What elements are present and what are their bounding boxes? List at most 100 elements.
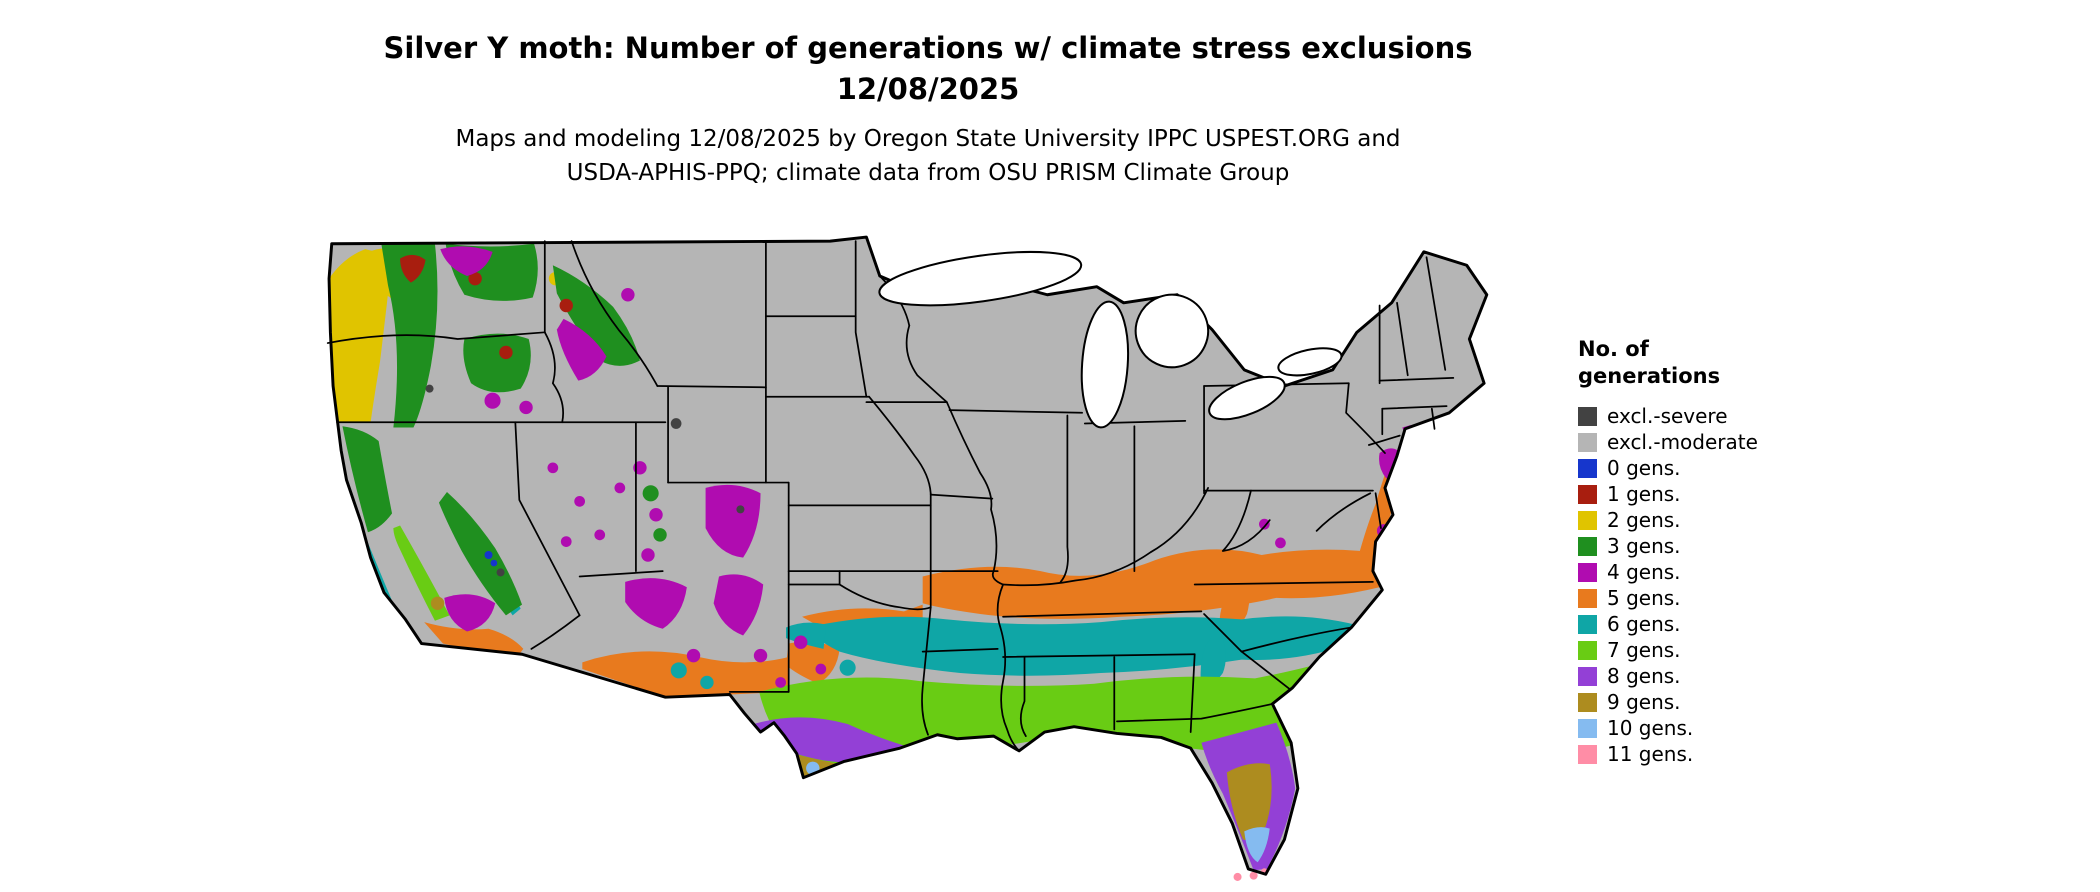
us-generations-map [317, 225, 1527, 885]
legend-item: 9 gens. [1578, 689, 1818, 715]
map-color-regions [329, 243, 1447, 871]
legend-item-label: 10 gens. [1607, 716, 1694, 740]
legend-item: 10 gens. [1578, 715, 1818, 741]
region-4-gens-central-idaho [556, 318, 607, 381]
legend-item-label: 0 gens. [1607, 456, 1681, 480]
region-5-gens-wtexas [785, 641, 840, 684]
region-11-gens-keys-dot [1249, 871, 1258, 880]
legend-item: 3 gens. [1578, 533, 1818, 559]
legend-item-label: 6 gens. [1607, 612, 1681, 636]
region-5-gens-oklahoma-fringe [802, 604, 923, 628]
region-excl-severe-dot [670, 418, 682, 429]
region-3-gens-sierra [438, 491, 523, 616]
region-6-gens-wtexas [785, 622, 827, 649]
region-4-gens-dot [560, 536, 572, 547]
region-6-gens-dot [700, 675, 714, 690]
great-lakes [878, 250, 1343, 429]
region-4-gens-colorado [705, 484, 761, 558]
region-4-gens-dot [484, 392, 501, 409]
legend-swatch [1578, 406, 1597, 426]
legend-item-label: 7 gens. [1607, 638, 1681, 662]
state-borders [326, 240, 1455, 752]
region-excl-severe-dot [496, 568, 505, 577]
legend-item: 4 gens. [1578, 559, 1818, 585]
title-line-2: 12/08/2025 [836, 72, 1020, 106]
legend-item: excl.-severe [1578, 403, 1818, 429]
legend-item: 1 gens. [1578, 481, 1818, 507]
region-6-gens-dot [839, 659, 856, 676]
lake-michigan [1080, 300, 1130, 429]
legend-item-label: 2 gens. [1607, 508, 1681, 532]
legend-swatch [1578, 562, 1597, 582]
region-5-gens-belt [922, 549, 1400, 619]
region-10-gens-sflorida [1244, 827, 1270, 863]
region-7-gens-belt [759, 656, 1344, 764]
region-3-gens-idaho [552, 265, 640, 366]
legend-title-line-2: generations [1578, 364, 1721, 388]
legend-item: 0 gens. [1578, 455, 1818, 481]
legend-swatch [1578, 536, 1597, 556]
region-3-gens-blue-mtns [463, 333, 531, 393]
legend-swatch [1578, 666, 1597, 686]
lake-superior [878, 250, 1083, 307]
region-3-gens-norcal [342, 426, 393, 533]
legend-item: 8 gens. [1578, 663, 1818, 689]
region-0-gens-dot [490, 559, 498, 567]
region-2-gens-pnw-coast [329, 249, 393, 423]
region-4-gens-dot [649, 508, 663, 522]
title-line-1: Silver Y moth: Number of generations w/ … [383, 31, 1473, 65]
legend-swatch [1578, 484, 1597, 504]
region-0-gens-dot [484, 550, 493, 560]
legend-item: 7 gens. [1578, 637, 1818, 663]
legend-item-label: excl.-severe [1607, 404, 1728, 428]
legend-item-label: 8 gens. [1607, 664, 1681, 688]
region-9-gens-dot [430, 596, 445, 610]
region-6-gens-dot [670, 662, 687, 679]
legend-swatch [1578, 640, 1597, 660]
legend-item: 5 gens. [1578, 585, 1818, 611]
subtitle-line-1: Maps and modeling 12/08/2025 by Oregon S… [455, 126, 1401, 152]
map-title: Silver Y moth: Number of generations w/ … [0, 28, 1856, 110]
region-4-gens-dot [686, 648, 701, 663]
legend-swatch [1578, 692, 1597, 712]
legend-item-label: 11 gens. [1607, 742, 1694, 766]
subtitle-line-2: USDA-APHIS-PPQ; climate data from OSU PR… [566, 160, 1290, 186]
region-4-gens-dot [815, 663, 827, 675]
lake-erie [1208, 375, 1286, 421]
legend-item-label: 3 gens. [1607, 534, 1681, 558]
legend-item-label: excl.-moderate [1607, 430, 1758, 454]
region-4-gens-dot [519, 400, 533, 415]
region-4-gens-dot [641, 548, 655, 562]
region-excl-severe-dot [425, 384, 434, 393]
region-4-gens-new-mexico [713, 574, 764, 636]
region-4-gens-nwashington [440, 246, 493, 276]
region-4-gens-socal [444, 594, 496, 632]
region-9-gens-florida [1226, 763, 1272, 841]
lake-huron [1134, 293, 1210, 369]
legend-title-line-1: No. of [1578, 337, 1649, 361]
us-map-svg [326, 235, 1489, 881]
region-1-gens-dot [499, 345, 513, 360]
legend-item-label: 9 gens. [1607, 690, 1681, 714]
legend-item-label: 5 gens. [1607, 586, 1681, 610]
legend-items: excl.-severe excl.-moderate 0 gens. 1 ge… [1578, 403, 1818, 767]
legend-item-label: 4 gens. [1607, 560, 1681, 584]
region-1-gens-dot [559, 298, 573, 313]
legend-item: excl.-moderate [1578, 429, 1818, 455]
region-4-gens-dot [753, 648, 768, 663]
region-4-gens-dot [574, 495, 585, 507]
legend: No. of generations excl.-severe excl.-mo… [1578, 336, 1818, 767]
region-11-gens-keys-dot [1233, 872, 1242, 881]
region-1-gens-ncascades [400, 254, 426, 283]
region-8-gens-gulf-strip [1019, 737, 1188, 761]
map-subtitle: Maps and modeling 12/08/2025 by Oregon S… [0, 122, 1856, 190]
legend-swatch [1578, 588, 1597, 608]
legend-swatch [1578, 432, 1597, 452]
legend-swatch [1578, 614, 1597, 634]
legend-swatch [1578, 744, 1597, 764]
lake-ontario [1277, 347, 1343, 377]
legend-swatch [1578, 510, 1597, 530]
legend-item-label: 1 gens. [1607, 482, 1681, 506]
region-5-gens-socal [424, 622, 524, 656]
